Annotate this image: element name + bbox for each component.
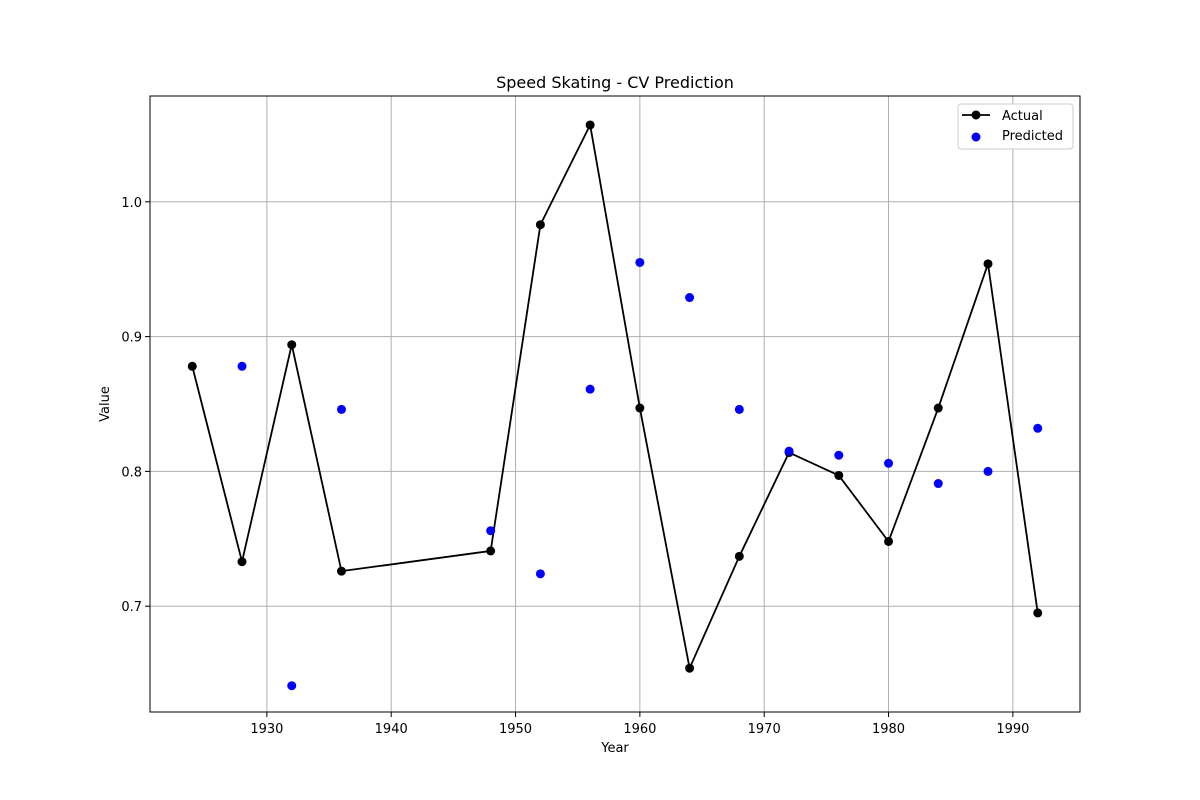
y-tick-label: 0.9 <box>121 331 142 346</box>
predicted-point <box>287 681 297 691</box>
predicted-point <box>933 479 943 489</box>
predicted-point <box>535 569 545 579</box>
predicted-point <box>685 293 695 303</box>
predicted-point <box>635 257 645 267</box>
actual-point <box>1033 608 1043 618</box>
predicted-point <box>486 526 496 536</box>
x-tick-label: 1960 <box>623 722 656 737</box>
legend-actual-marker <box>971 110 981 120</box>
actual-point <box>486 546 496 556</box>
x-axis: 1930 1940 1950 1960 1970 1980 1990 <box>250 712 1029 737</box>
actual-point <box>187 361 197 371</box>
x-tick-label: 1980 <box>872 722 905 737</box>
x-axis-label: Year <box>600 741 629 756</box>
actual-point <box>237 557 247 567</box>
actual-point <box>983 259 993 269</box>
legend-actual-label: Actual <box>1002 109 1043 124</box>
predicted-point <box>1033 423 1043 433</box>
predicted-point <box>237 361 247 371</box>
y-tick-label: 1.0 <box>121 196 142 211</box>
y-axis: 0.7 0.8 0.9 1.0 <box>121 196 150 615</box>
actual-point <box>635 403 645 413</box>
predicted-point <box>983 466 993 476</box>
x-tick-label: 1930 <box>250 722 283 737</box>
chart-title: Speed Skating - CV Prediction <box>496 73 734 92</box>
actual-line <box>191 124 1039 670</box>
grid <box>150 96 1080 712</box>
plot-frame <box>149 95 1081 713</box>
predicted-point <box>336 404 346 414</box>
y-axis-label: Value <box>98 386 113 422</box>
y-tick-label: 0.7 <box>121 600 142 615</box>
actual-point <box>535 220 545 230</box>
legend-predicted-label: Predicted <box>1002 129 1063 144</box>
actual-point <box>287 340 297 350</box>
actual-point <box>585 120 595 130</box>
x-tick-label: 1950 <box>499 722 532 737</box>
predicted-point <box>884 458 894 468</box>
actual-point <box>834 470 844 480</box>
actual-point <box>884 536 894 546</box>
predicted-point <box>834 450 844 460</box>
legend-predicted-marker <box>971 132 981 142</box>
legend: Actual Predicted <box>957 103 1074 150</box>
x-tick-label: 1970 <box>748 722 781 737</box>
predicted-point <box>734 404 744 414</box>
y-tick-label: 0.8 <box>121 465 142 480</box>
x-tick-label: 1940 <box>375 722 408 737</box>
actual-point <box>933 403 943 413</box>
actual-point <box>336 566 346 576</box>
actual-point <box>685 663 695 673</box>
series-layer <box>187 120 1043 691</box>
predicted-point <box>585 384 595 394</box>
actual-point <box>734 551 744 561</box>
predicted-point <box>784 446 794 456</box>
x-tick-label: 1990 <box>996 722 1029 737</box>
